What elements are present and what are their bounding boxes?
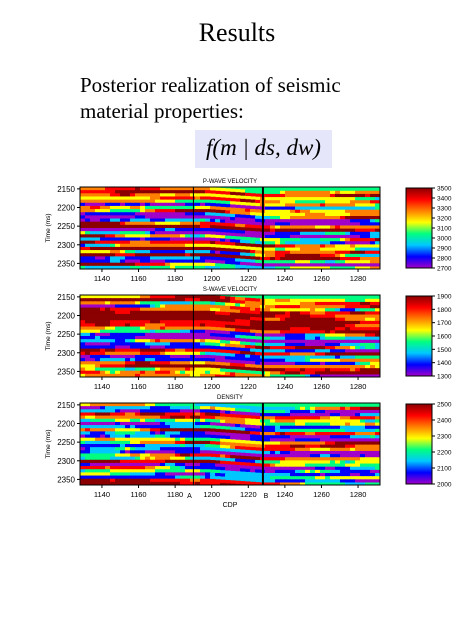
- colorbar-1: [405, 187, 433, 269]
- colorbar-tick-label: 1700: [437, 320, 452, 327]
- x-tick-label: 1180: [167, 382, 183, 391]
- well-label-a: A: [187, 493, 192, 500]
- x-tick-label: 1140: [94, 382, 110, 391]
- y-tick-label: 2300: [57, 457, 75, 466]
- y-tick-label: 2250: [57, 330, 75, 339]
- colorbar-tick-label: 1400: [437, 360, 452, 367]
- colorbar-tick-label: 1800: [437, 307, 452, 314]
- colorbar-tick-label: 2000: [437, 482, 452, 489]
- y-tick-label: 2350: [57, 259, 75, 268]
- colorbar-tick-label: 2400: [437, 418, 452, 425]
- colorbar-3: [405, 403, 433, 485]
- subtitle: Posterior realization of seismic materia…: [80, 72, 380, 124]
- y-axis-label: Time (ms): [45, 429, 52, 458]
- x-tick-label: 1160: [130, 490, 146, 499]
- x-tick-label: 1240: [277, 490, 294, 499]
- x-tick-label: 1220: [240, 274, 257, 283]
- colorbar-2: [405, 295, 433, 377]
- x-tick-label: 1140: [94, 490, 110, 499]
- well-label-b: B: [264, 493, 269, 500]
- y-axis-label: Time (ms): [45, 213, 52, 242]
- y-tick-label: 2250: [57, 222, 75, 231]
- x-tick-label: 1260: [313, 490, 330, 499]
- y-tick-label: 2200: [57, 204, 75, 213]
- x-tick-label: 1240: [277, 274, 294, 283]
- panel-title-2: S-WAVE VELOCITY: [203, 287, 257, 293]
- panel-title-3: DENSITY: [217, 395, 243, 401]
- x-tick-label: 1220: [240, 382, 257, 391]
- heatmap-2: [80, 295, 380, 377]
- colorbar-tick-label: 2900: [437, 246, 452, 253]
- y-axis-label: Time (ms): [45, 321, 52, 350]
- x-tick-label: 1140: [94, 274, 110, 283]
- x-tick-label: 1200: [203, 490, 220, 499]
- heatmap-1: [80, 187, 380, 269]
- y-tick-label: 2300: [57, 349, 75, 358]
- y-tick-label: 2250: [57, 438, 75, 447]
- y-tick-label: 2350: [57, 367, 75, 376]
- x-tick-label: 1180: [167, 490, 183, 499]
- x-tick-label: 1280: [350, 490, 367, 499]
- plot-frame-2: [79, 294, 381, 378]
- colorbar-tick-label: 1500: [437, 347, 452, 354]
- y-tick-label: 2200: [57, 420, 75, 429]
- formula-text: f(m | ds, dw): [206, 135, 321, 160]
- colorbar-tick-label: 2300: [437, 434, 452, 441]
- x-tick-label: 1180: [167, 274, 183, 283]
- x-tick-label: 1200: [203, 274, 220, 283]
- panel-title-1: P-WAVE VELOCITY: [203, 179, 257, 185]
- colorbar-tick-label: 1600: [437, 334, 452, 341]
- y-tick-label: 2300: [57, 241, 75, 250]
- colorbar-tick-label: 2100: [437, 466, 452, 473]
- x-tick-label: 1220: [240, 490, 257, 499]
- subtitle-line-1: Posterior realization of seismic: [80, 73, 341, 97]
- colorbar-tick-label: 2700: [437, 266, 452, 273]
- colorbar-tick-label: 3000: [437, 236, 452, 243]
- x-tick-label: 1260: [313, 382, 330, 391]
- x-tick-label: 1160: [130, 382, 146, 391]
- formula-box: f(m | ds, dw): [195, 130, 332, 168]
- y-tick-label: 2150: [57, 401, 75, 410]
- colorbar-tick-label: 2800: [437, 256, 452, 263]
- colorbar-tick-label: 1300: [437, 374, 452, 381]
- x-tick-label: 1240: [277, 382, 294, 391]
- colorbar-tick-label: 2200: [437, 450, 452, 457]
- colorbar-tick-label: 3500: [437, 186, 452, 193]
- y-tick-label: 2200: [57, 312, 75, 321]
- x-tick-label: 1260: [313, 274, 330, 283]
- colorbar-tick-label: 3100: [437, 226, 452, 233]
- colorbar-tick-label: 3300: [437, 206, 452, 213]
- y-tick-label: 2150: [57, 293, 75, 302]
- colorbar-tick-label: 2500: [437, 402, 452, 409]
- colorbar-tick-label: 3200: [437, 216, 452, 223]
- plot-frame-1: [79, 186, 381, 270]
- colorbar-tick-label: 1900: [437, 294, 452, 301]
- x-axis-label: CDP: [223, 502, 238, 509]
- plot-frame-3: [79, 402, 381, 486]
- colorbar-tick-label: 3400: [437, 196, 452, 203]
- page-title: Results: [198, 18, 276, 47]
- subtitle-line-2: material properties:: [80, 99, 244, 123]
- x-tick-label: 1160: [130, 274, 146, 283]
- x-tick-label: 1280: [350, 274, 367, 283]
- y-tick-label: 2350: [57, 475, 75, 484]
- x-tick-label: 1280: [350, 382, 367, 391]
- x-tick-label: 1200: [203, 382, 220, 391]
- y-tick-label: 2150: [57, 185, 75, 194]
- heatmap-3: [80, 403, 380, 485]
- seismic-figure: P-WAVE VELOCITY 2150 2200 2250 2300 2350 Time …: [45, 179, 452, 509]
